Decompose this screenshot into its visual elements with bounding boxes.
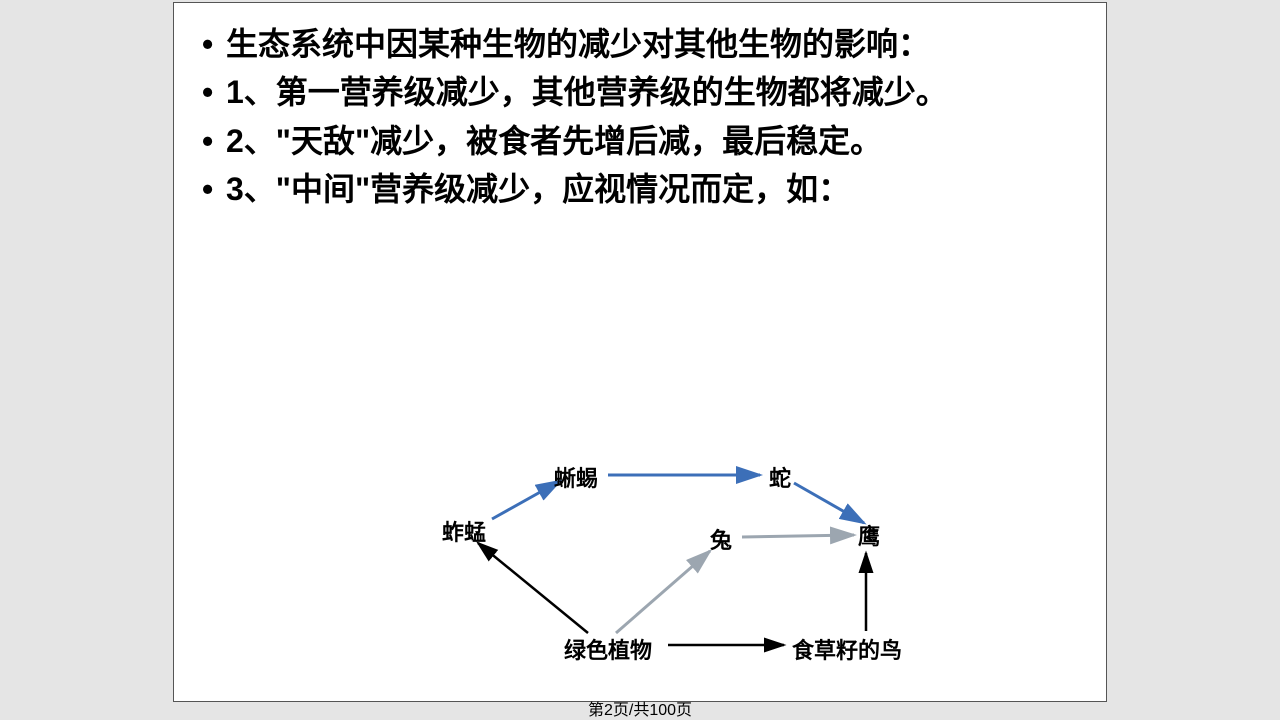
bullet-item: 1、第一营养级减少，其他营养级的生物都将减少。 bbox=[202, 69, 1078, 115]
arrows-svg bbox=[374, 461, 1074, 691]
arrow-5 bbox=[742, 535, 854, 537]
page-number: 第2页/共100页 bbox=[588, 696, 692, 720]
node-bird: 食草籽的鸟 bbox=[792, 633, 902, 665]
node-eagle: 鹰 bbox=[858, 519, 880, 551]
node-snake: 蛇 bbox=[769, 461, 791, 493]
bullet-item: 3、"中间"营养级减少，应视情况而定，如： bbox=[202, 166, 1078, 212]
bullet-list: 生态系统中因某种生物的减少对其他生物的影响： 1、第一营养级减少，其他营养级的生… bbox=[202, 21, 1078, 213]
bullet-item: 生态系统中因某种生物的减少对其他生物的影响： bbox=[202, 21, 1078, 67]
arrow-0 bbox=[492, 481, 560, 519]
node-plant: 绿色植物 bbox=[564, 633, 652, 665]
bullet-item: 2、"天敌"减少，被食者先增后减，最后稳定。 bbox=[202, 118, 1078, 164]
food-web-diagram: 蜥蜴 蛇蚱蜢 兔 鹰绿色植物 食草籽的鸟 bbox=[374, 461, 1074, 691]
arrow-3 bbox=[478, 543, 588, 633]
node-lizard: 蜥蜴 bbox=[554, 461, 598, 493]
node-rabbit: 兔 bbox=[710, 523, 732, 555]
node-grasshopper: 蚱蜢 bbox=[442, 515, 486, 547]
arrow-2 bbox=[794, 483, 864, 523]
arrow-4 bbox=[616, 551, 710, 633]
slide-frame: 生态系统中因某种生物的减少对其他生物的影响： 1、第一营养级减少，其他营养级的生… bbox=[173, 2, 1107, 702]
